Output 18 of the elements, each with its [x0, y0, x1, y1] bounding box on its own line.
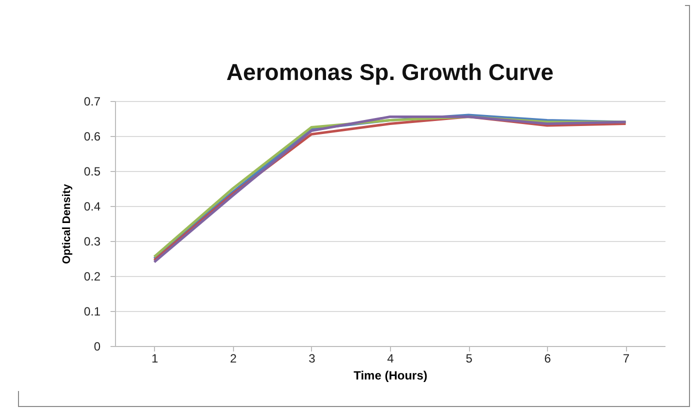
x-tick-label: 6 — [544, 352, 552, 366]
y-tick-label: 0 — [94, 340, 101, 354]
x-tick-label: 4 — [387, 352, 394, 366]
chart-title: Aeromonas Sp. Growth Curve — [226, 59, 554, 85]
y-tick-label: 0.4 — [84, 200, 101, 214]
y-tick-label: 0.7 — [84, 94, 101, 108]
y-tick-label: 0.5 — [84, 164, 101, 178]
x-tick-label: 1 — [151, 352, 158, 366]
y-tick-label: 0.1 — [84, 304, 101, 318]
x-tick-label: 3 — [308, 352, 316, 366]
x-axis-title: Time (Hours) — [354, 368, 428, 382]
x-tick-label: 5 — [466, 352, 473, 366]
y-tick-label: 0.6 — [84, 130, 101, 144]
y-tick-label: 0.2 — [84, 270, 101, 284]
y-tick-label: 0.3 — [84, 234, 101, 248]
y-axis-title: Optical Density — [60, 183, 73, 264]
x-tick-label: 7 — [622, 352, 630, 366]
x-tick-label: 2 — [230, 352, 238, 366]
